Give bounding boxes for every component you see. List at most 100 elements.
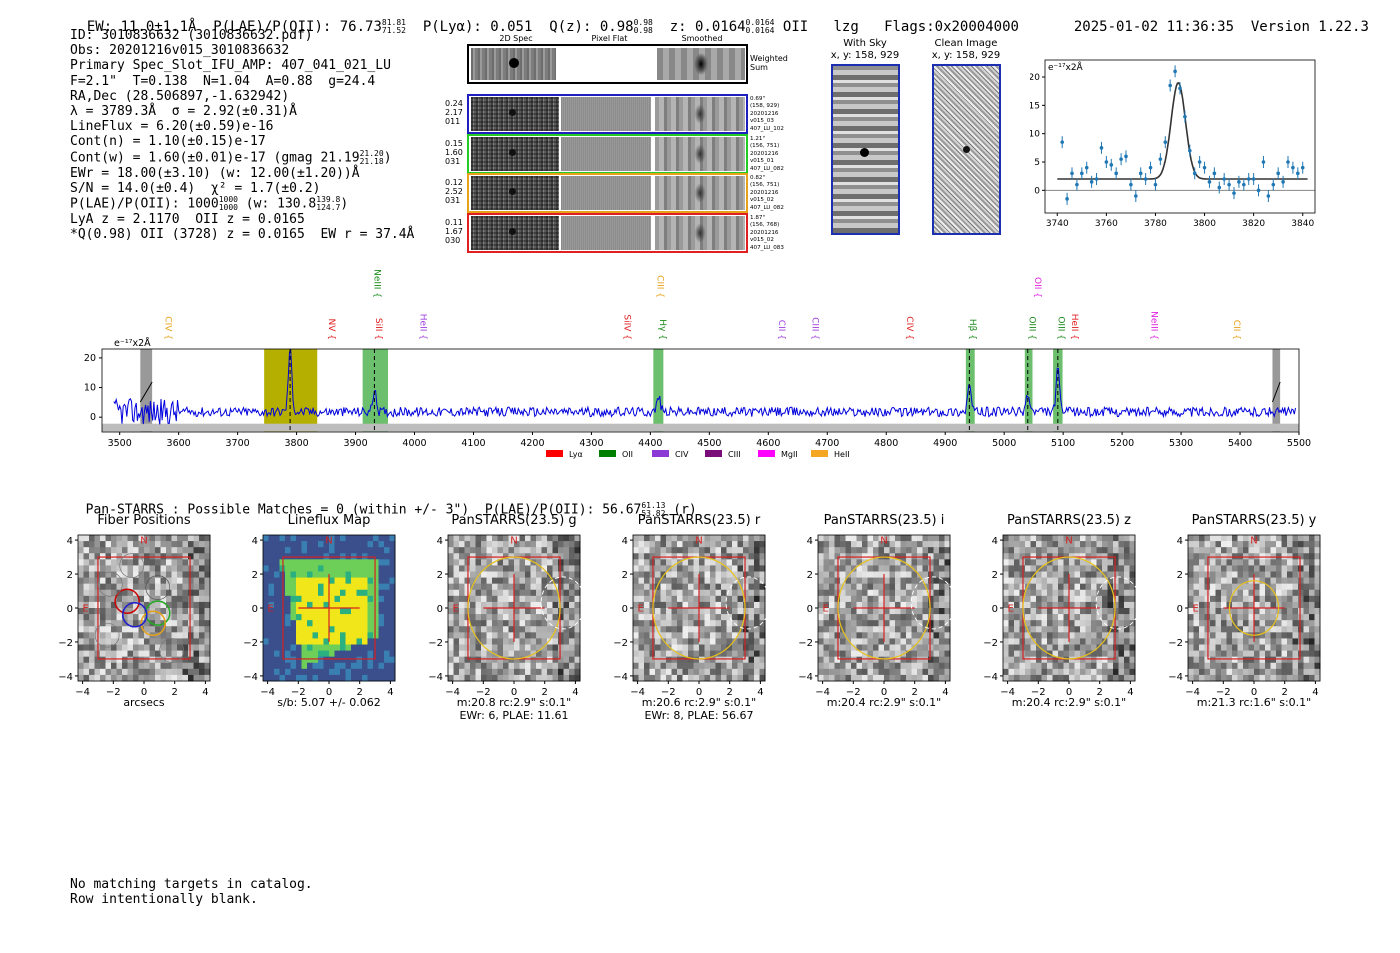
cutout-title: PanSTARRS(23.5) y [1191,513,1317,528]
cutout-pixel [448,547,454,554]
cutout-pixel [1030,559,1037,566]
cutout-pixel [704,565,711,572]
spec2d-row-left-label: 2.52 [445,187,463,196]
cutout-pixel [1259,620,1266,627]
cutout-caption-line: arcsecs [123,696,165,709]
cutout-pixel [818,559,824,566]
cutout-pixel [307,547,313,554]
cutout-pixel [666,674,672,682]
cutout-pixel [144,595,150,603]
header-plae: P(LAE)/P(OII): 76.73 [213,19,382,35]
cutout-pixel [519,656,526,664]
cutout-pixel [1069,668,1075,676]
cutout-ytick-label: 4 [437,536,443,547]
cutout-pixel [78,662,84,670]
cutout-pixel [1199,577,1205,585]
zoom-point [1134,194,1138,198]
cutout-pixel [693,565,700,572]
cutout-pixel [1254,614,1260,621]
cutout-caption-line: m:21.3 rc:1.6" s:0.1" [1196,696,1312,709]
cutout-pixel [503,577,509,585]
cutout-pixel [917,535,923,542]
cutout-pixel [1265,674,1271,682]
cutout-pixel [133,614,139,621]
cutout-pixel [732,668,738,676]
cutout-pixel [1063,668,1070,676]
cutout-pixel [83,559,90,566]
cutout-pixel [323,614,330,621]
cutout-pixel [285,595,291,603]
cutout-pixel [508,644,515,652]
legend-label: Lyα [569,450,583,459]
cutout-pixel [334,535,341,542]
cutout-pixel [1058,632,1064,639]
cutout-pixel [1063,601,1070,609]
cutout-pixel [928,535,934,542]
cutout-pixel [922,535,929,542]
cutout-pixel [481,650,487,658]
cutout-pixel [367,608,374,615]
cutout-pixel [116,614,123,621]
cutout-pixel [1303,638,1310,645]
cutout-pixel [356,541,363,548]
legend-label: MgII [781,450,798,459]
cutout-pixel [127,595,134,603]
cutout-pixel [1074,638,1081,645]
cutout-pixel [536,547,542,554]
cutout-pixel [693,583,700,591]
cutout-pixel [1030,674,1037,682]
cutout-pixel [754,656,760,664]
cutout-pixel [464,656,471,664]
cutout-pixel [149,583,156,591]
cutout-pixel [263,674,269,682]
spec2d-row-left-label: 2.17 [445,108,463,117]
cutout-pixel [1063,650,1070,658]
cutout-pixel [906,668,912,676]
cutout-pixel [307,674,313,682]
cutout-pixel [1221,595,1227,603]
cutout-pixel [721,608,727,615]
cutout-pixel [193,650,200,658]
cutout-pixel [1058,656,1064,664]
cutout-pixel [503,589,509,597]
cutout-pixel [644,547,650,554]
cutout-pixel [1069,559,1075,566]
cutout-pixel [536,614,542,621]
cutout-pixel [459,559,465,566]
cutout-pixel [334,632,341,639]
cutout-pixel [536,674,542,682]
cutout-pixel [1221,668,1227,676]
cutout-pixel [199,547,205,554]
cutout-pixel [754,553,760,560]
cutout-pixel [704,674,711,682]
cutout-pixel [928,571,934,579]
cutout-pixel [122,626,128,633]
cutout-pixel [862,595,868,603]
cutout-pixel [1003,547,1009,554]
cutout-pixel [351,571,357,579]
cutout-pixel [138,571,145,579]
cutout-pixel [373,638,379,645]
cutout-pixel [166,571,172,579]
cutout-pixel [345,595,352,603]
cutout-pixel [569,638,575,645]
cutout-pixel [1232,559,1238,566]
cutout-pixel [312,668,319,676]
cutout-caption: s/b: 5.07 +/- 0.062 [233,696,425,709]
cutout-pixel [906,644,912,652]
cutout-pixel [78,632,84,639]
cutout-pixel [939,662,945,670]
cutout-pixel [1298,589,1304,597]
zoom-point [1291,165,1295,170]
cutout-pixel [503,565,509,572]
cutout-pixel [928,644,934,652]
info-lya: LyA z = 2.1170 OII z = 0.0165 [70,212,305,228]
cutout-pixel [492,620,498,627]
cutout-pixel [448,589,454,597]
cutout-pixel [1063,583,1070,591]
cutout-pixel [933,595,940,603]
cutout-pixel [710,595,716,603]
info-qline: *Q(0.98) OII (3728) z = 0.0165 EW r = 37… [70,227,415,243]
cutout-pixel [666,547,672,554]
cutout-pixel [367,547,374,554]
